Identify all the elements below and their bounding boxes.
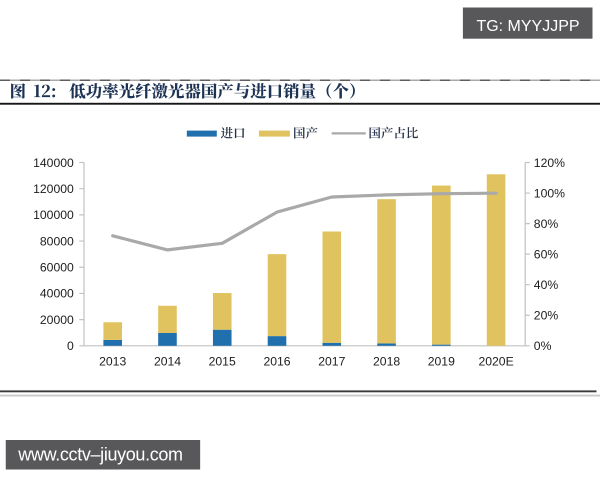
svg-text:120000: 120000 [33, 182, 74, 196]
svg-text:40000: 40000 [40, 287, 74, 301]
svg-text:2016: 2016 [263, 354, 290, 368]
svg-text:80000: 80000 [40, 234, 74, 248]
svg-text:2020E: 2020E [478, 354, 513, 368]
svg-text:2017: 2017 [318, 354, 345, 368]
svg-text:2019: 2019 [428, 354, 455, 368]
svg-text:2013: 2013 [99, 354, 126, 368]
svg-text:20000: 20000 [40, 313, 74, 327]
svg-text:60000: 60000 [40, 261, 74, 275]
svg-text:20%: 20% [534, 309, 559, 323]
svg-text:0: 0 [67, 339, 74, 353]
svg-text:www.cctv–jiuyou.com: www.cctv–jiuyou.com [17, 445, 182, 465]
svg-text:100000: 100000 [33, 208, 74, 222]
svg-text:2015: 2015 [209, 354, 236, 368]
svg-text:60%: 60% [534, 247, 559, 261]
svg-text:2014: 2014 [154, 354, 181, 368]
svg-text:80%: 80% [534, 217, 559, 231]
svg-text:40%: 40% [534, 278, 559, 292]
svg-text:TG: MYYJJPP: TG: MYYJJPP [476, 18, 579, 35]
svg-text:100%: 100% [534, 186, 565, 200]
svg-text:120%: 120% [534, 156, 565, 170]
svg-text:0%: 0% [534, 339, 552, 353]
svg-text:2018: 2018 [373, 354, 400, 368]
svg-text:140000: 140000 [33, 156, 74, 170]
